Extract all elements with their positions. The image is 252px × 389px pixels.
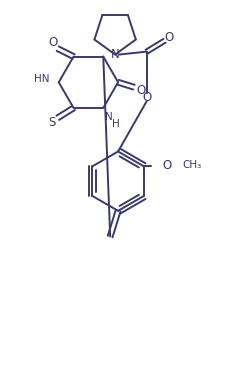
Text: O: O xyxy=(48,36,57,49)
Text: N: N xyxy=(110,48,119,61)
Text: O: O xyxy=(142,91,151,103)
Text: N: N xyxy=(105,112,113,122)
Text: CH₃: CH₃ xyxy=(182,160,201,170)
Text: O: O xyxy=(161,159,171,172)
Text: H: H xyxy=(112,119,119,129)
Text: S: S xyxy=(48,116,55,129)
Text: HN: HN xyxy=(34,74,50,84)
Text: O: O xyxy=(163,31,172,44)
Text: O: O xyxy=(136,84,145,96)
